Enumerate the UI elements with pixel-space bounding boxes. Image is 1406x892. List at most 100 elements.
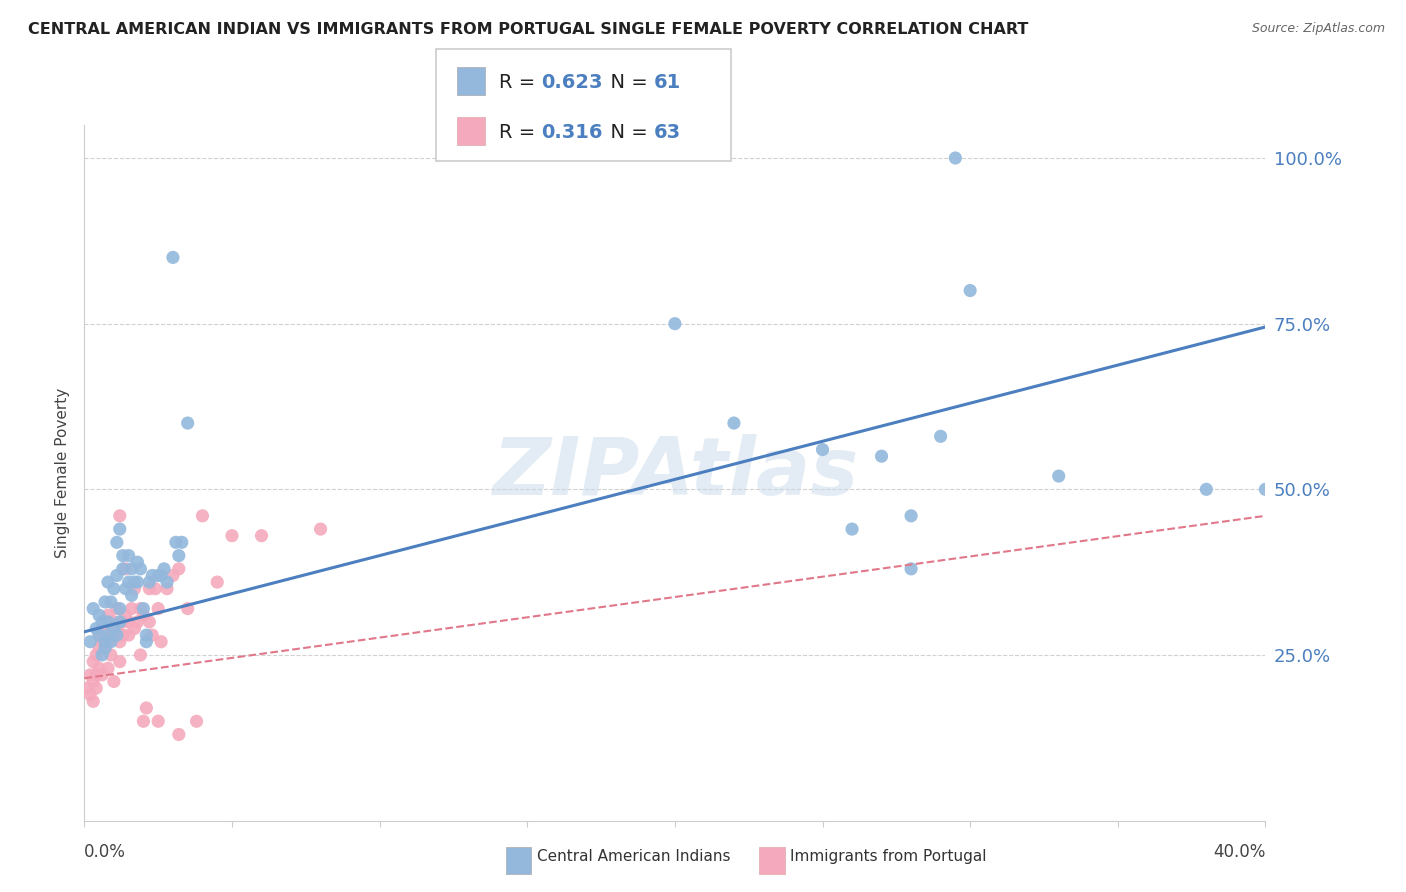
Point [100,648,122,662]
Point [153,562,176,576]
Point [114,582,136,596]
Point [82,694,104,708]
Point [150,568,173,582]
Point [82,601,104,615]
Point [118,575,141,590]
Point [138,575,160,590]
Text: CENTRAL AMERICAN INDIAN VS IMMIGRANTS FROM PORTUGAL SINGLE FEMALE POVERTY CORREL: CENTRAL AMERICAN INDIAN VS IMMIGRANTS FR… [28,22,1029,37]
Point [900,562,922,576]
Point [118,628,141,642]
Point [108,655,131,669]
Point [900,508,922,523]
Point [103,615,125,629]
Point [79,668,101,682]
Point [945,151,967,165]
Point [94,634,117,648]
Point [167,549,190,563]
Point [221,529,243,543]
Point [148,714,170,729]
Point [129,562,152,576]
Point [124,575,146,590]
Point [135,634,157,648]
Point [97,661,120,675]
Point [723,416,745,430]
Point [191,508,214,523]
Point [121,588,143,602]
Text: Immigrants from Portugal: Immigrants from Portugal [790,849,987,863]
Point [124,582,146,596]
Point [121,562,143,576]
Point [135,628,157,642]
Point [87,608,111,623]
Point [250,529,273,543]
Point [108,601,131,615]
Point [148,601,170,615]
Point [82,674,104,689]
Point [132,608,155,623]
Point [177,601,200,615]
Point [97,608,120,623]
Point [76,681,98,695]
Point [108,522,131,536]
Point [148,568,170,582]
Text: 61: 61 [654,72,681,92]
Point [94,641,117,656]
Point [100,628,122,642]
Point [84,681,107,695]
Text: ZIPAtlas: ZIPAtlas [492,434,858,512]
Point [156,575,179,590]
Point [127,615,149,629]
Point [127,575,149,590]
Point [105,535,128,549]
Point [141,568,163,582]
Point [132,601,155,615]
Point [91,622,114,636]
Point [87,628,111,642]
Point [79,634,101,648]
Point [114,562,136,576]
Point [87,641,111,656]
Text: 0.316: 0.316 [541,122,603,142]
Point [103,622,125,636]
Text: 63: 63 [654,122,681,142]
Point [108,508,131,523]
Point [118,615,141,629]
Text: N =: N = [598,122,654,142]
Point [150,634,173,648]
Point [929,429,952,443]
Point [127,555,149,569]
Point [177,416,200,430]
Point [1195,483,1218,497]
Point [138,582,160,596]
Text: R =: R = [499,72,541,92]
Point [114,608,136,623]
Point [129,648,152,662]
Point [309,522,332,536]
Point [91,668,114,682]
Point [111,562,134,576]
Point [1047,469,1070,483]
Point [141,628,163,642]
Point [135,701,157,715]
Point [162,251,184,265]
Point [162,568,184,582]
Point [91,634,114,648]
Point [664,317,686,331]
Point [118,549,141,563]
Point [186,714,208,729]
Point [82,655,104,669]
Text: 0.623: 0.623 [541,72,603,92]
Point [79,688,101,702]
Point [959,284,981,298]
Point [94,641,117,656]
Point [94,595,117,609]
Text: 0.0%: 0.0% [84,843,127,861]
Point [811,442,834,457]
Point [841,522,863,536]
Point [91,648,114,662]
Point [132,714,155,729]
Point [111,628,134,642]
Point [103,582,125,596]
Point [108,634,131,648]
Point [100,595,122,609]
